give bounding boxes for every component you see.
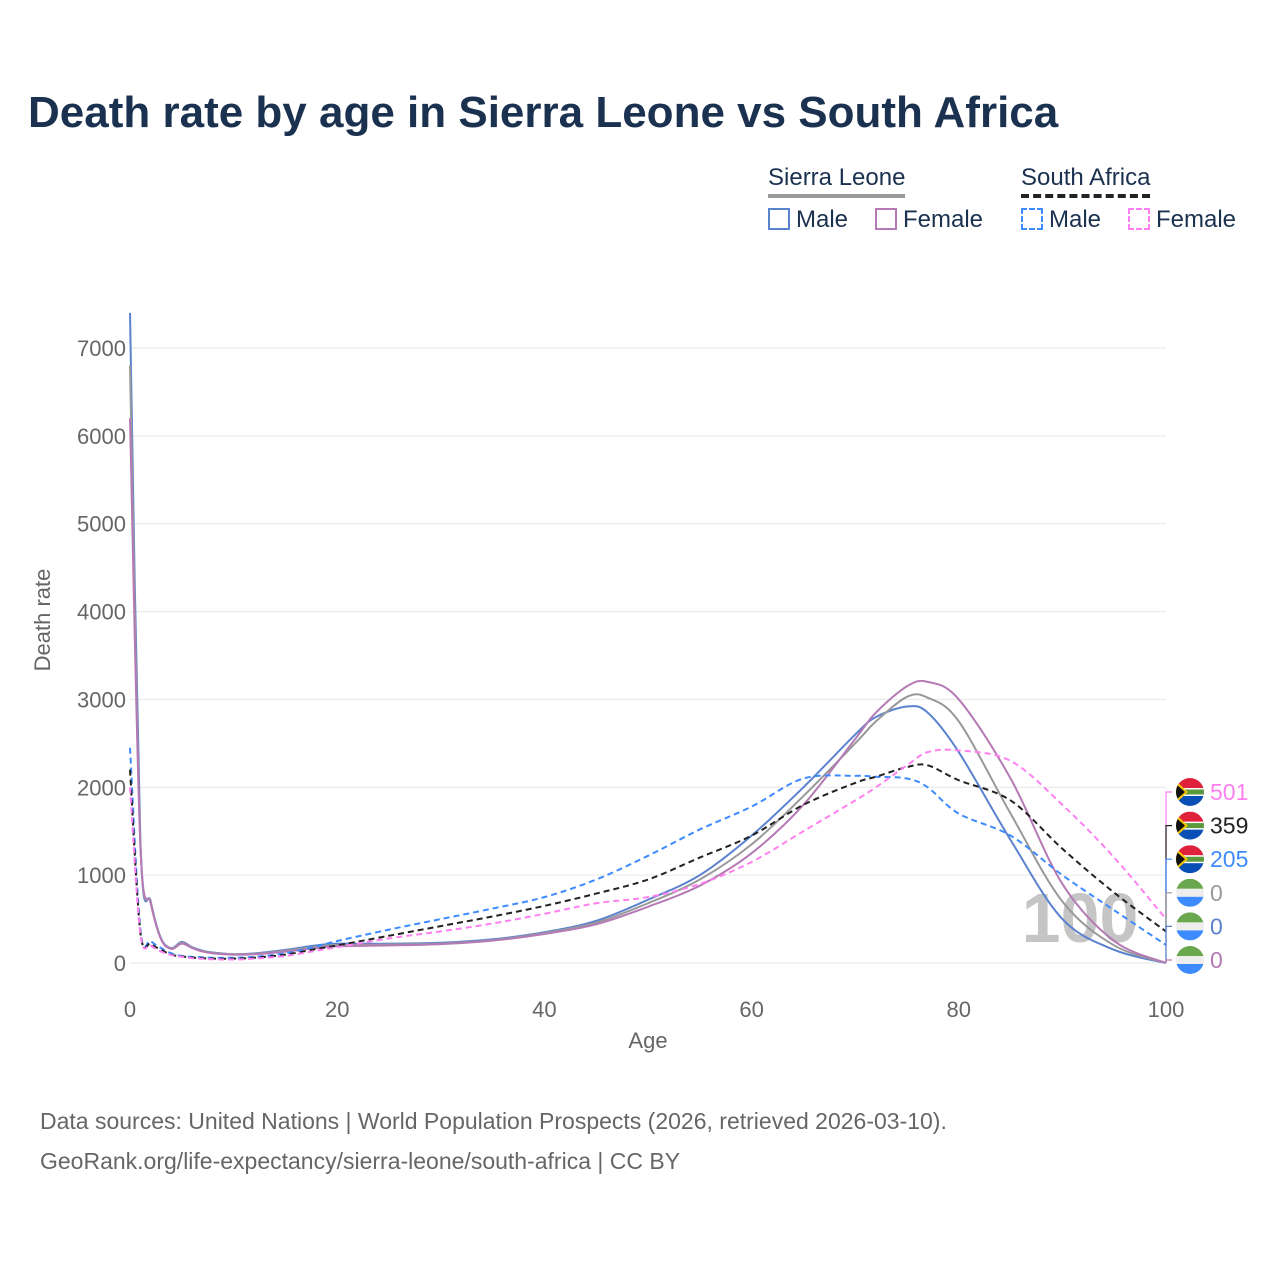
y-tick-label: 2000 [77, 775, 126, 800]
x-tick-label: 60 [739, 997, 763, 1022]
series-line [129, 763, 1167, 960]
legend-sl-female[interactable]: Female [875, 206, 983, 234]
label-connector [1165, 892, 1172, 963]
series-line [129, 748, 1167, 961]
series-line [129, 312, 1167, 964]
series-end-value: 0 [1210, 947, 1223, 973]
x-tick-label: 40 [532, 997, 556, 1022]
sierra-leone-flag-icon [1176, 878, 1204, 907]
series-end-value: 0 [1210, 880, 1223, 906]
series-end-value: 359 [1210, 813, 1248, 839]
legend-sl-male[interactable]: Male [768, 206, 848, 234]
label-connector [1165, 791, 1172, 919]
label-connector [1165, 825, 1172, 932]
legend-swatch [1128, 208, 1150, 230]
series-line [129, 365, 1167, 964]
south-africa-flag-icon [1176, 845, 1204, 874]
sierra-leone-flag-icon [1176, 912, 1204, 941]
chart-title: Death rate by age in Sierra Leone vs Sou… [28, 88, 1059, 137]
y-tick-label: 3000 [77, 687, 126, 712]
y-tick-label: 5000 [77, 512, 126, 537]
series-end-value: 0 [1210, 913, 1223, 939]
series-line [129, 418, 1167, 964]
legend-sa-female[interactable]: Female [1128, 206, 1236, 234]
legend-label: Female [1156, 206, 1237, 233]
legend-label: Female [903, 206, 984, 233]
legend-label: Male [796, 206, 849, 233]
south-africa-flag-icon [1176, 778, 1204, 806]
x-tick-label: 100 [1148, 997, 1185, 1022]
label-connector [1165, 925, 1172, 963]
y-tick-label: 1000 [77, 863, 126, 888]
south-africa-flag-icon [1176, 811, 1204, 840]
legend-sa-male[interactable]: Male [1021, 206, 1101, 234]
y-tick-label: 7000 [77, 336, 126, 361]
x-tick-label: 20 [325, 997, 349, 1022]
x-tick-label: 80 [947, 997, 971, 1022]
label-connector [1165, 959, 1172, 963]
sierra-leone-flag-icon [1176, 946, 1204, 974]
y-tick-label: 4000 [77, 600, 126, 625]
series-end-value: 205 [1210, 846, 1248, 872]
source-line: Data sources: United Nations | World Pop… [40, 1108, 947, 1134]
y-axis-label: Death rate [30, 569, 55, 672]
legend-swatch [875, 208, 897, 230]
label-connector [1165, 858, 1172, 945]
x-axis-label: Age [628, 1028, 667, 1053]
y-tick-label: 6000 [77, 424, 126, 449]
x-tick-label: 0 [124, 997, 136, 1022]
legend-group-south-africa: South Africa [1021, 164, 1151, 198]
y-tick-label: 0 [114, 951, 126, 976]
legend-label: Male [1049, 206, 1102, 233]
legend-swatch [1021, 208, 1043, 230]
series-end-value: 501 [1210, 779, 1248, 805]
source-url[interactable]: GeoRank.org/life-expectancy/sierra-leone… [40, 1148, 681, 1174]
legend-swatch [768, 208, 790, 230]
legend-group-sierra-leone: Sierra Leone [768, 164, 906, 198]
